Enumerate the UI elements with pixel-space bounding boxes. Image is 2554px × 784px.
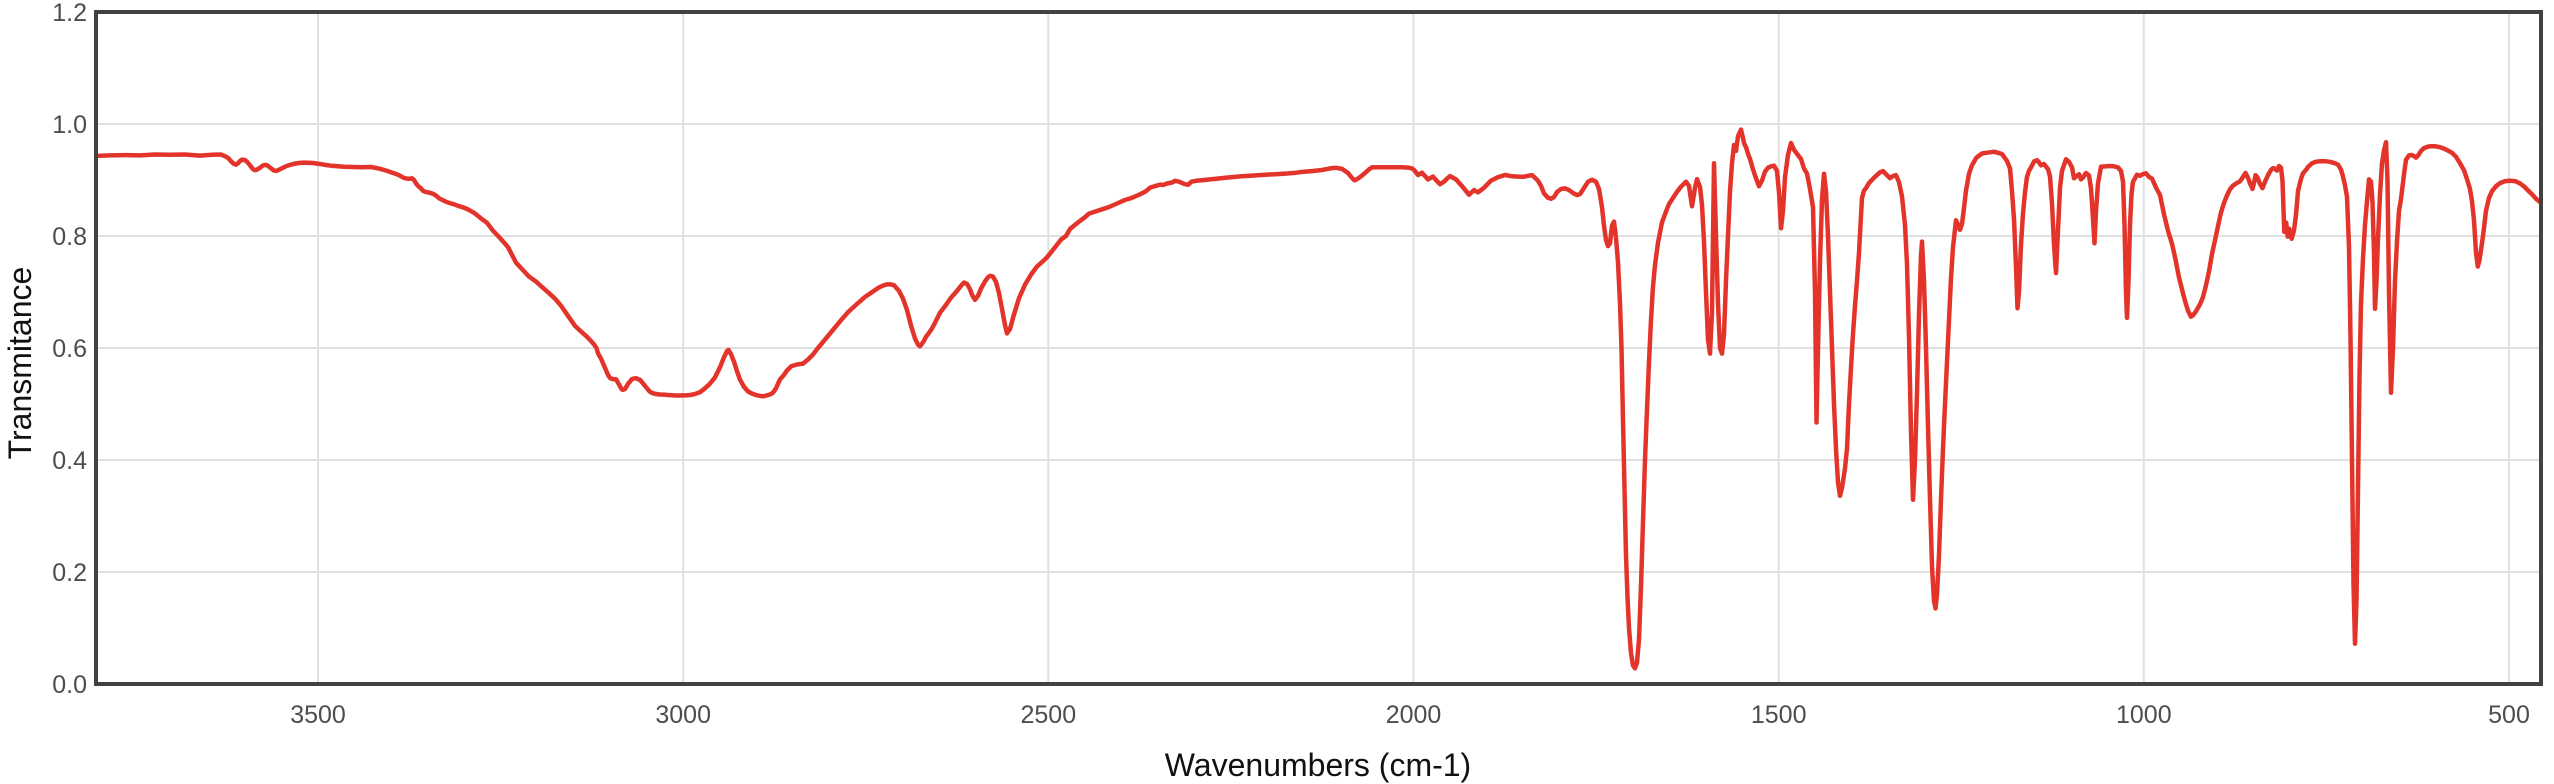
svg-text:1.0: 1.0 bbox=[52, 111, 87, 139]
svg-text:3000: 3000 bbox=[655, 701, 711, 729]
svg-text:0.2: 0.2 bbox=[52, 559, 87, 587]
svg-text:0.8: 0.8 bbox=[52, 223, 87, 251]
svg-text:0.6: 0.6 bbox=[52, 335, 87, 363]
svg-text:1000: 1000 bbox=[2116, 701, 2172, 729]
svg-text:500: 500 bbox=[2488, 701, 2530, 729]
svg-text:1.2: 1.2 bbox=[52, 0, 87, 27]
svg-text:2000: 2000 bbox=[1386, 701, 1442, 729]
svg-text:0.4: 0.4 bbox=[52, 447, 87, 475]
svg-text:3500: 3500 bbox=[290, 701, 346, 729]
svg-text:1500: 1500 bbox=[1751, 701, 1807, 729]
svg-text:Wavenumbers (cm-1): Wavenumbers (cm-1) bbox=[1165, 747, 1471, 783]
svg-text:Transmitance: Transmitance bbox=[2, 267, 38, 460]
svg-text:2500: 2500 bbox=[1020, 701, 1076, 729]
svg-text:0.0: 0.0 bbox=[52, 671, 87, 699]
